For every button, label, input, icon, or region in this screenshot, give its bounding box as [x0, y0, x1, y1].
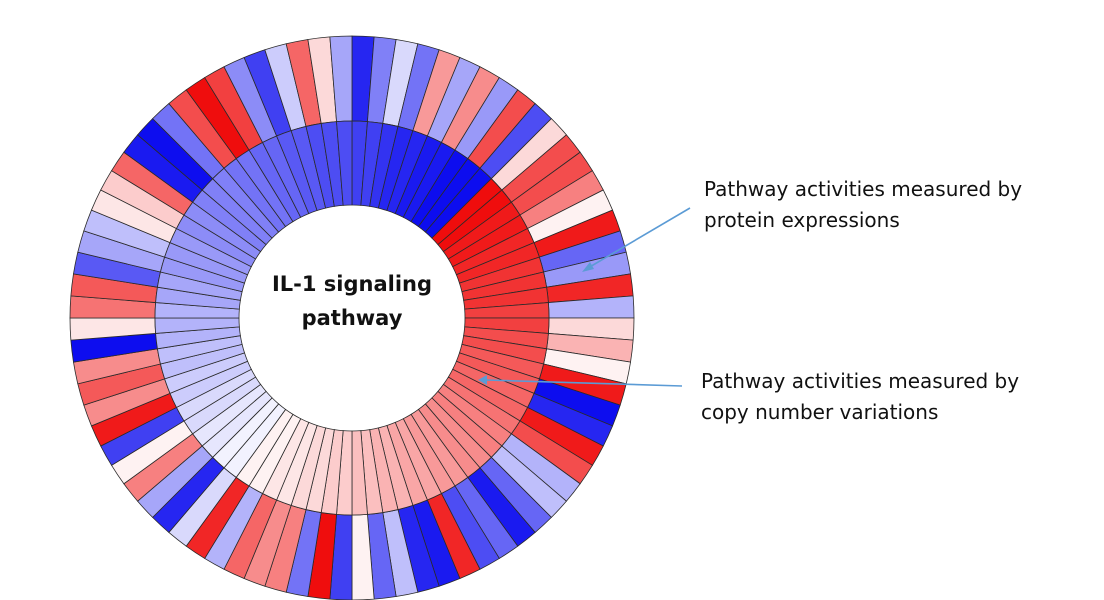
outer-ring-annotation-line-1: Pathway activities measured by: [704, 177, 1023, 201]
inner-ring-annotation-line-2: copy number variations: [701, 400, 939, 424]
outer-ring-annotation-arrow: [582, 207, 691, 272]
center-label-line-2: pathway: [302, 306, 403, 330]
center-label-line-1: IL-1 signaling: [272, 272, 432, 296]
inner-ring-annotation: Pathway activities measured by copy numb…: [701, 366, 1019, 428]
inner-ring-annotation-arrow: [478, 375, 683, 387]
outer-ring-annotation-line-2: protein expressions: [704, 208, 900, 232]
outer-ring-annotation: Pathway activities measured by protein e…: [704, 174, 1022, 236]
outer-ring-protein-expressions: [69, 35, 635, 600]
inner-ring-segment: [336, 120, 353, 206]
inner-ring-copy-number-variations: [154, 120, 550, 516]
inner-ring-annotation-line-1: Pathway activities measured by: [701, 369, 1020, 393]
